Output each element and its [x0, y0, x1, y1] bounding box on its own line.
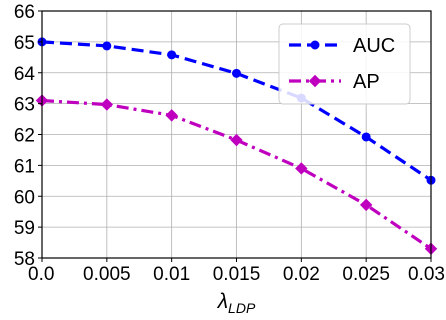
data-point	[232, 68, 241, 78]
legend-marker	[310, 40, 320, 50]
legend-label: AP	[353, 71, 380, 93]
x-axis-label-subscript: LDP	[228, 300, 256, 316]
legend-marker	[308, 74, 322, 88]
x-axis-ticks: 0.0 0.005 0.01 0.015 0.02 0.025 0.03	[28, 258, 445, 285]
x-tick-label: 0.025	[342, 264, 390, 285]
y-tick-label: 59	[14, 218, 35, 239]
legend-entry: AP	[289, 71, 380, 93]
x-tick-label: 0.015	[213, 264, 261, 285]
y-tick-label: 58	[14, 249, 35, 270]
data-point	[100, 98, 114, 111]
x-tick-label: 0.02	[283, 264, 320, 285]
x-tick-label: 0.0	[28, 264, 54, 285]
y-tick-label: 60	[14, 187, 35, 208]
legend-label: AUC	[353, 35, 395, 57]
y-tick-label: 64	[14, 64, 36, 85]
y-axis-ticks: 58 59 60 61 62 63 64 65 66	[14, 2, 42, 270]
data-point	[230, 133, 243, 147]
x-tick-label: 0.01	[153, 264, 190, 285]
data-point	[167, 50, 177, 60]
data-point	[295, 162, 308, 175]
data-point	[361, 132, 371, 142]
plot-series	[35, 37, 438, 255]
legend: AUC AP	[278, 23, 411, 105]
x-tick-label: 0.03	[408, 264, 445, 285]
y-tick-label: 65	[14, 33, 35, 54]
y-tick-label: 61	[14, 156, 35, 177]
x-tick-label: 0.005	[83, 264, 131, 285]
y-tick-label: 66	[14, 2, 35, 23]
y-tick-label: 62	[14, 126, 35, 147]
x-axis-label: λLDP	[217, 290, 256, 316]
legend-entry: AUC	[289, 35, 395, 57]
data-point	[165, 109, 178, 122]
y-tick-label: 63	[14, 95, 35, 116]
data-point	[102, 41, 112, 51]
data-point	[359, 198, 373, 212]
series-ap	[35, 94, 438, 255]
x-axis-label-symbol: λ	[217, 290, 228, 313]
